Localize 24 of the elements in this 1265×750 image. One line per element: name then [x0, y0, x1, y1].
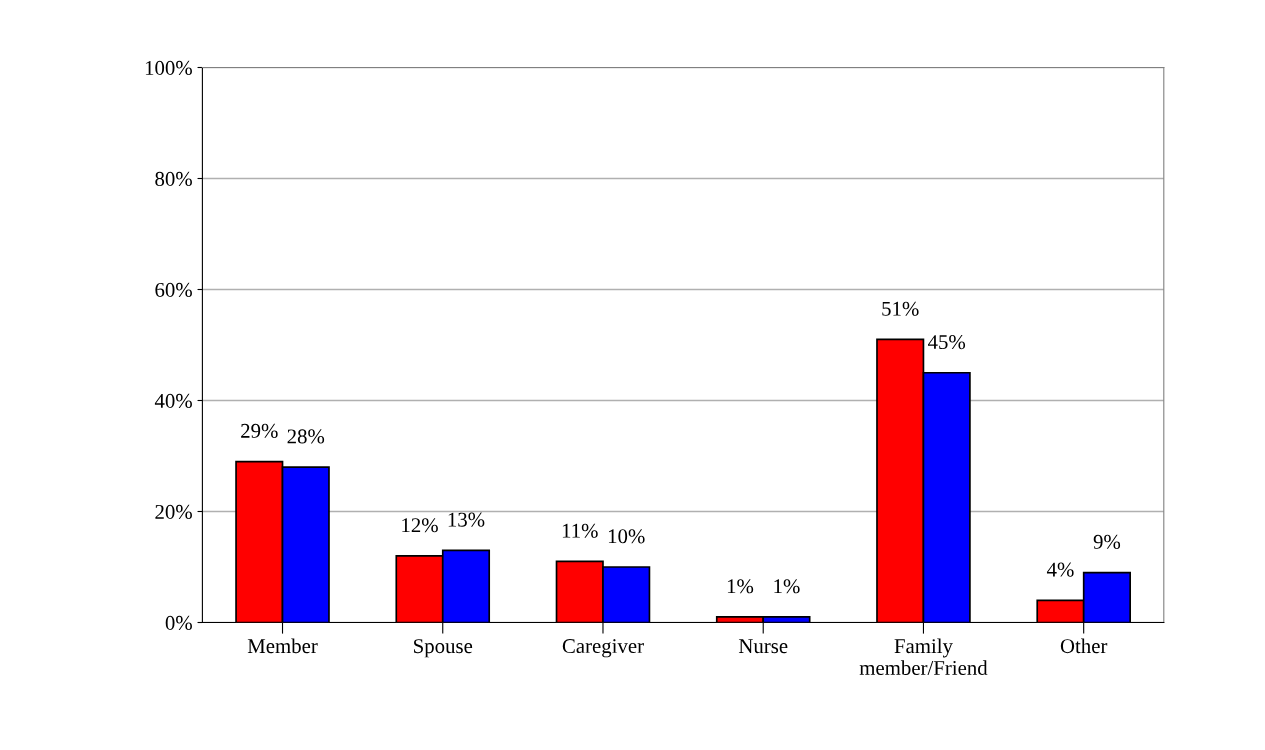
- data-label: 45%: [928, 335, 966, 350]
- x-tick-label: Family member/Friend: [859, 638, 988, 675]
- data-label: 29%: [241, 423, 278, 438]
- data-label: 1%: [727, 579, 754, 594]
- data-label: 10%: [608, 529, 645, 544]
- data-label: 12%: [402, 518, 438, 533]
- x-tick-label: Caregiver: [562, 639, 644, 658]
- data-label: 1%: [774, 579, 800, 594]
- x-tick-label: Nurse: [738, 639, 788, 654]
- data-label: 9%: [1093, 534, 1121, 549]
- data-label: 4%: [1046, 562, 1074, 577]
- y-tick-label: 0%: [165, 615, 192, 630]
- x-tick-label: Member: [247, 638, 318, 654]
- data-label: 13%: [448, 512, 485, 527]
- y-tick-label: 20%: [155, 504, 192, 519]
- x-tick-label: Other: [1060, 638, 1108, 654]
- y-tick-label: 100%: [145, 60, 192, 75]
- y-tick-label: 60%: [155, 282, 192, 297]
- data-label: 28%: [287, 429, 325, 444]
- data-label: 51%: [882, 301, 919, 316]
- x-tick-label: Spouse: [414, 639, 473, 658]
- data-label: 11%: [562, 523, 598, 538]
- y-tick-label: 40%: [154, 393, 192, 408]
- y-tick-label: 80%: [155, 171, 192, 186]
